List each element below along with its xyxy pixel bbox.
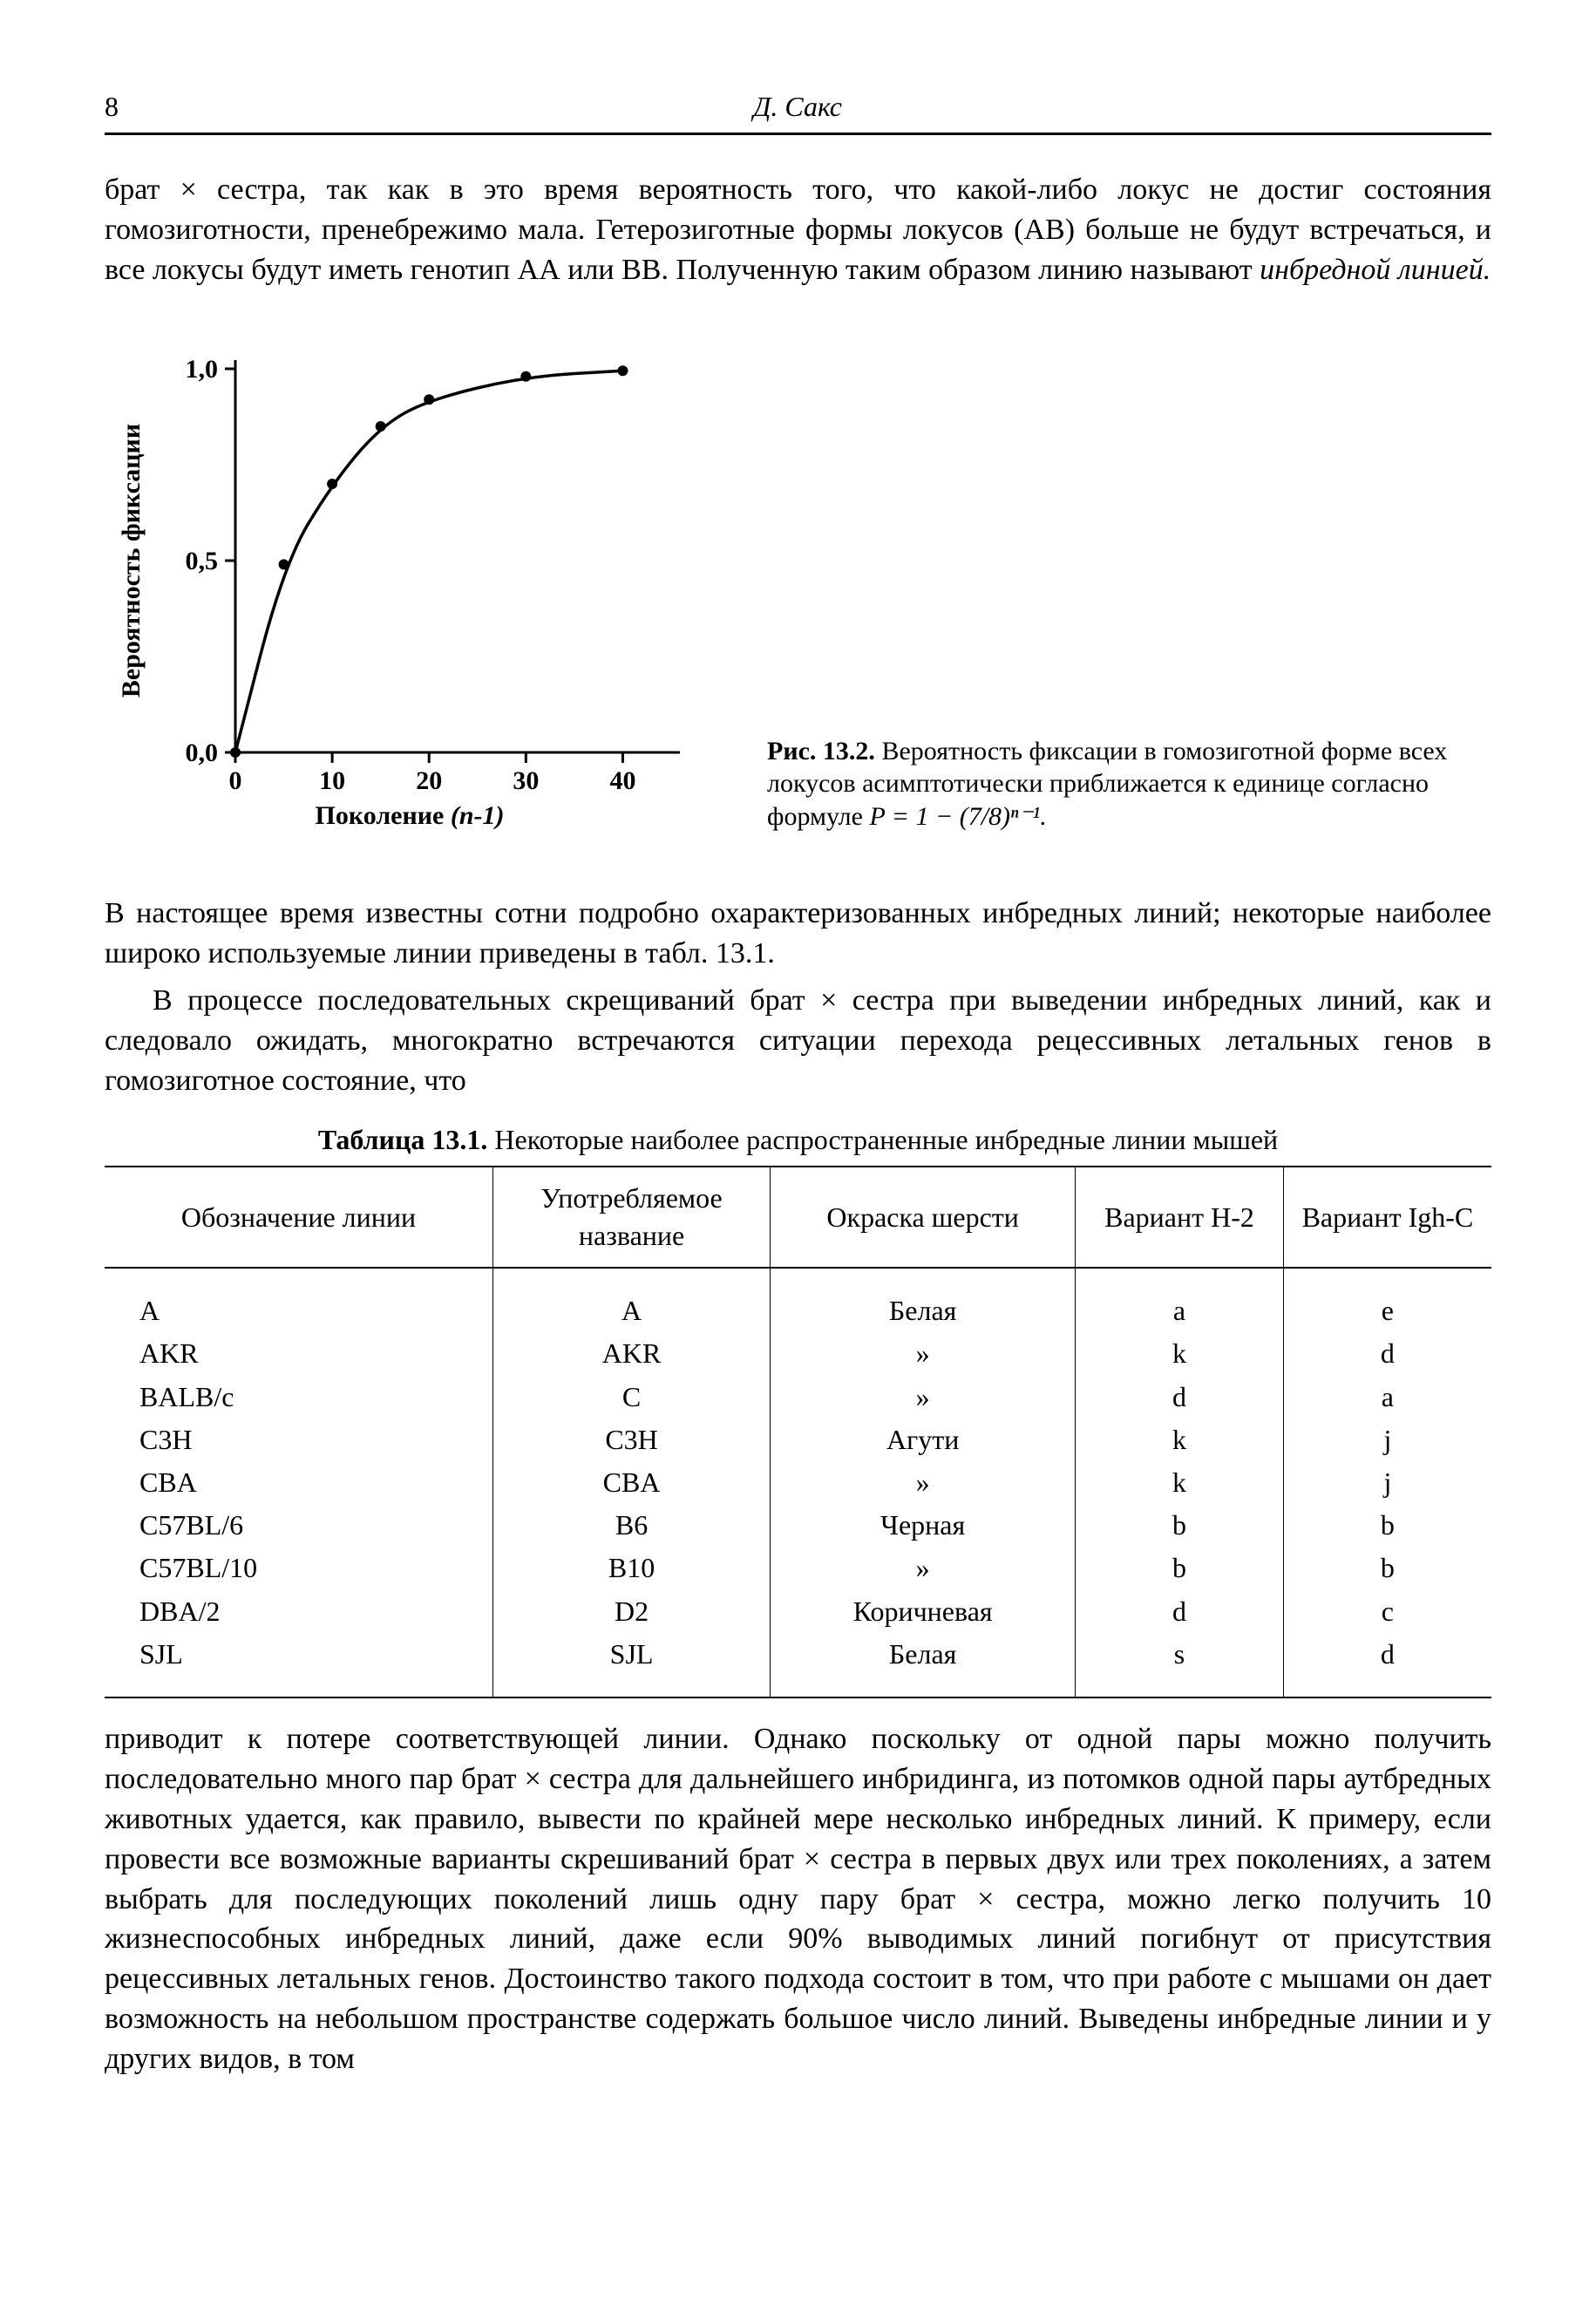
table-cell: » — [771, 1547, 1076, 1589]
table-13-1: Обозначение линииУпотребляемое названиеО… — [105, 1166, 1491, 1698]
table-cell: SJL — [492, 1633, 770, 1676]
table-cell: AKR — [105, 1332, 492, 1375]
table-row: C57BL/10B10»bb — [105, 1547, 1491, 1589]
table-cell: s — [1076, 1633, 1284, 1676]
table-caption: Таблица 13.1. Некоторые наиболее распрос… — [105, 1122, 1491, 1157]
table-cell: k — [1076, 1419, 1284, 1461]
running-header: 8 Д. Сакс 8 — [105, 87, 1491, 135]
table-row: C3HC3HАгутиkj — [105, 1419, 1491, 1461]
table-cell: C — [492, 1376, 770, 1419]
table-cell: Коричневая — [771, 1590, 1076, 1633]
svg-text:0: 0 — [229, 766, 242, 795]
table-cell: a — [1283, 1376, 1491, 1419]
table-cell: b — [1076, 1547, 1284, 1589]
table-header-cell: Употребляемое название — [492, 1167, 770, 1268]
svg-text:Вероятность фиксации: Вероятность фиксации — [117, 423, 146, 697]
table-row: AAБелаяae — [105, 1289, 1491, 1332]
table-cell: Белая — [771, 1633, 1076, 1676]
table-cell: Черная — [771, 1504, 1076, 1547]
figure-chart: 0,0 0,5 1,0 0 10 20 30 40 Поколение (n-1) Вероятн… — [105, 316, 732, 868]
table-cell: C3H — [105, 1419, 492, 1461]
table-cell: D2 — [492, 1590, 770, 1633]
chart-svg: 0,0 0,5 1,0 0 10 20 30 40 Поколение (n-1) Вероятн… — [105, 316, 732, 857]
page-number: 8 — [105, 88, 119, 126]
table-cell: d — [1076, 1590, 1284, 1633]
table-cell: SJL — [105, 1633, 492, 1676]
table-cell: Агути — [771, 1419, 1076, 1461]
table-cell: AKR — [492, 1332, 770, 1375]
paragraph-4: приводит к потере соответствующей линии.… — [105, 1719, 1491, 2079]
page: 8 Д. Сакс 8 брат × сестра, так как в это… — [0, 0, 1596, 2320]
table-cell: » — [771, 1376, 1076, 1419]
figure-caption-formula: P = 1 − (7/8)ⁿ⁻¹. — [869, 802, 1046, 831]
svg-text:0,5: 0,5 — [186, 547, 219, 575]
svg-text:0,0: 0,0 — [186, 738, 219, 767]
svg-text:40: 40 — [609, 766, 635, 795]
table-cell: b — [1076, 1504, 1284, 1547]
table-cell: C57BL/6 — [105, 1504, 492, 1547]
table-cell: b — [1283, 1504, 1491, 1547]
running-author: Д. Сакс — [753, 88, 842, 126]
table-cell: » — [771, 1461, 1076, 1504]
table-caption-label: Таблица 13.1. — [318, 1124, 488, 1155]
table-cell: c — [1283, 1590, 1491, 1633]
table-cell: d — [1076, 1376, 1284, 1419]
table-cell: A — [105, 1289, 492, 1332]
figure-caption: Рис. 13.2. Вероятность фиксации в гомози… — [732, 735, 1491, 868]
table-cell: Белая — [771, 1289, 1076, 1332]
paragraph-2: В настоящее время известны сотни подробн… — [105, 894, 1491, 974]
table-header-cell: Вариант Igh-C — [1283, 1167, 1491, 1268]
table-row: DBA/2D2Коричневаяdc — [105, 1590, 1491, 1633]
table-row: C57BL/6B6Чернаяbb — [105, 1504, 1491, 1547]
table-header-cell: Вариант H-2 — [1076, 1167, 1284, 1268]
svg-text:10: 10 — [319, 766, 345, 795]
svg-text:30: 30 — [513, 766, 539, 795]
table-caption-text: Некоторые наиболее распространенные инбр… — [494, 1124, 1278, 1155]
table-row: CBACBA»kj — [105, 1461, 1491, 1504]
table-cell: B6 — [492, 1504, 770, 1547]
table-cell: CBA — [492, 1461, 770, 1504]
paragraph-3: В процессе последовательных скрещиваний … — [105, 981, 1491, 1101]
table-cell: e — [1283, 1289, 1491, 1332]
table-cell: d — [1283, 1633, 1491, 1676]
table-cell: a — [1076, 1289, 1284, 1332]
table-row: AKRAKR»kd — [105, 1332, 1491, 1375]
table-cell: k — [1076, 1332, 1284, 1375]
paragraph-1: брат × сестра, так как в это время вероя… — [105, 170, 1491, 290]
table-cell: j — [1283, 1461, 1491, 1504]
svg-text:20: 20 — [416, 766, 442, 795]
paragraph-1-italic: инбредной линией. — [1260, 254, 1491, 286]
figure-caption-label: Рис. 13.2. — [767, 737, 875, 765]
figure-13-2: 0,0 0,5 1,0 0 10 20 30 40 Поколение (n-1) Вероятн… — [105, 316, 1491, 868]
table-cell: » — [771, 1332, 1076, 1375]
table-cell: DBA/2 — [105, 1590, 492, 1633]
table-cell: CBA — [105, 1461, 492, 1504]
table-cell: C3H — [492, 1419, 770, 1461]
table-cell: b — [1283, 1547, 1491, 1589]
table-header-cell: Обозначение линии — [105, 1167, 492, 1268]
svg-text:Поколение (n-1): Поколение (n-1) — [315, 801, 504, 830]
table-cell: d — [1283, 1332, 1491, 1375]
table-cell: BALB/c — [105, 1376, 492, 1419]
table-cell: C57BL/10 — [105, 1547, 492, 1589]
table-cell: B10 — [492, 1547, 770, 1589]
table-cell: j — [1283, 1419, 1491, 1461]
table-header-cell: Окраска шерсти — [771, 1167, 1076, 1268]
table-cell: A — [492, 1289, 770, 1332]
svg-text:1,0: 1,0 — [186, 355, 219, 384]
table-cell: k — [1076, 1461, 1284, 1504]
table-row: BALB/cC»da — [105, 1376, 1491, 1419]
table-row: SJLSJLБелаяsd — [105, 1633, 1491, 1676]
